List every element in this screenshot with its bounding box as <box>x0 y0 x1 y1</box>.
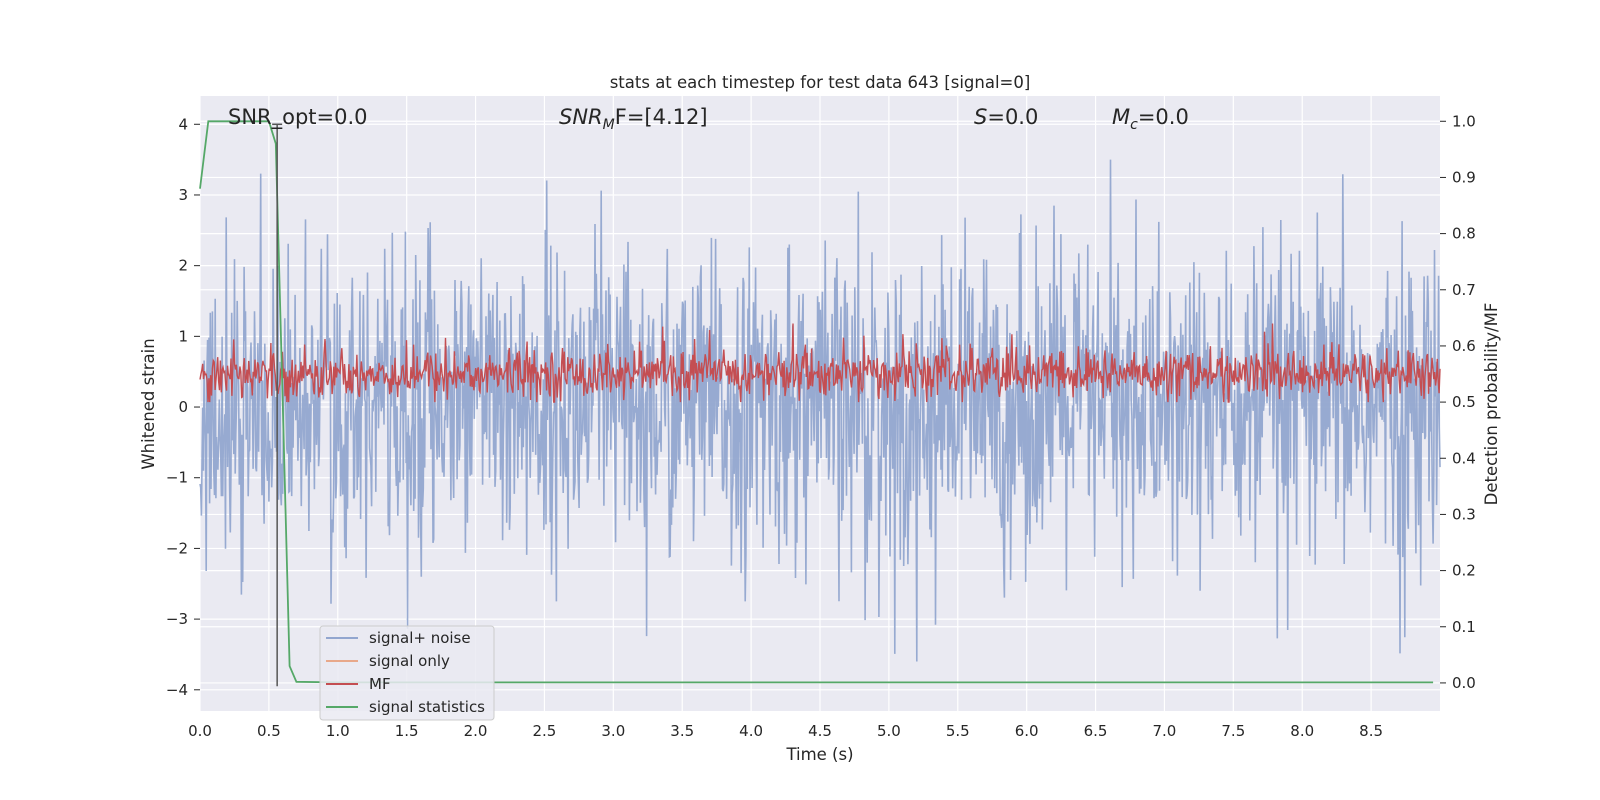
x-tick-label-11: 5.5 <box>946 722 970 740</box>
y-axis-label-right: Detection probability/MF <box>1482 303 1501 506</box>
ticks: 0.0 0.5 1.0 1.5 2.0 2.5 3.0 3.5 4.0 4.5 5.0 5.5 6.0 6… <box>166 112 1476 740</box>
legend-label-signal-only: signal only <box>369 652 450 670</box>
y-right-tick-label-6: 0.6 <box>1452 337 1476 355</box>
x-tick-label-16: 8.0 <box>1290 722 1314 740</box>
annotation-snr-opt: SNR_opt=0.0 <box>228 105 368 130</box>
legend-label-mf: MF <box>369 675 391 693</box>
y-right-tick-label-7: 0.7 <box>1452 281 1476 299</box>
series-line-signal-noise <box>199 159 1441 662</box>
x-tick-label-10: 5.0 <box>877 722 901 740</box>
x-tick-label-1: 0.5 <box>257 722 281 740</box>
annotation-snr-mf: SNRMF=[4.12] <box>559 105 708 133</box>
x-tick-label-15: 7.5 <box>1221 722 1245 740</box>
x-tick-label-6: 3.0 <box>601 722 625 740</box>
series-signal-noise <box>199 159 1441 662</box>
annotation-mc: Mc=0.0 <box>1112 105 1189 133</box>
chart-title: stats at each timestep for test data 643… <box>610 73 1031 92</box>
annotation-s: S=0.0 <box>974 105 1038 129</box>
x-tick-label-0: 0.0 <box>188 722 212 740</box>
y-left-tick-label-7: 3 <box>178 186 188 204</box>
x-tick-label-13: 6.5 <box>1084 722 1108 740</box>
x-tick-label-9: 4.5 <box>808 722 832 740</box>
legend-box <box>319 625 495 721</box>
y-left-tick-label-6: 2 <box>178 257 188 275</box>
y-left-tick-label-5: 1 <box>178 327 188 345</box>
legend-label-signal-noise: signal+ noise <box>369 629 471 647</box>
y-left-tick-label-8: 4 <box>178 115 188 133</box>
y-right-tick-label-2: 0.2 <box>1452 562 1476 580</box>
series-signal-statistics <box>199 120 1434 684</box>
x-axis-label: Time (s) <box>785 745 853 764</box>
y-left-tick-label-0: −4 <box>166 681 188 699</box>
x-tick-label-4: 2.0 <box>464 722 488 740</box>
y-left-tick-label-2: −2 <box>166 539 188 557</box>
x-tick-label-7: 3.5 <box>670 722 694 740</box>
y-right-tick-label-1: 0.1 <box>1452 618 1476 636</box>
y-right-tick-label-10: 1.0 <box>1452 112 1476 130</box>
x-tick-label-3: 1.5 <box>395 722 419 740</box>
x-tick-label-17: 8.5 <box>1359 722 1383 740</box>
x-tick-label-2: 1.0 <box>326 722 350 740</box>
x-tick-label-14: 7.0 <box>1153 722 1177 740</box>
vertical-marker <box>272 123 283 687</box>
legend: signal+ noise signal only MF signal stat… <box>319 625 495 721</box>
y-right-tick-label-3: 0.3 <box>1452 505 1476 523</box>
y-left-tick-label-3: −1 <box>166 469 188 487</box>
y-left-tick-label-1: −3 <box>166 610 188 628</box>
x-tick-label-8: 4.0 <box>739 722 763 740</box>
y-axis-label-left: Whitened strain <box>139 338 158 469</box>
y-right-tick-label-4: 0.4 <box>1452 449 1476 467</box>
series-line-signal-statistics <box>199 120 1434 684</box>
y-right-tick-label-5: 0.5 <box>1452 393 1476 411</box>
y-left-tick-label-4: 0 <box>178 398 188 416</box>
x-tick-label-12: 6.0 <box>1015 722 1039 740</box>
legend-label-signal-statistics: signal statistics <box>369 698 485 716</box>
y-right-tick-label-8: 0.8 <box>1452 225 1476 243</box>
y-right-tick-label-0: 0.0 <box>1452 674 1476 692</box>
x-tick-label-5: 2.5 <box>533 722 557 740</box>
series-line-mf <box>199 323 1441 403</box>
series-mf <box>199 323 1441 403</box>
y-right-tick-label-9: 0.9 <box>1452 168 1476 186</box>
